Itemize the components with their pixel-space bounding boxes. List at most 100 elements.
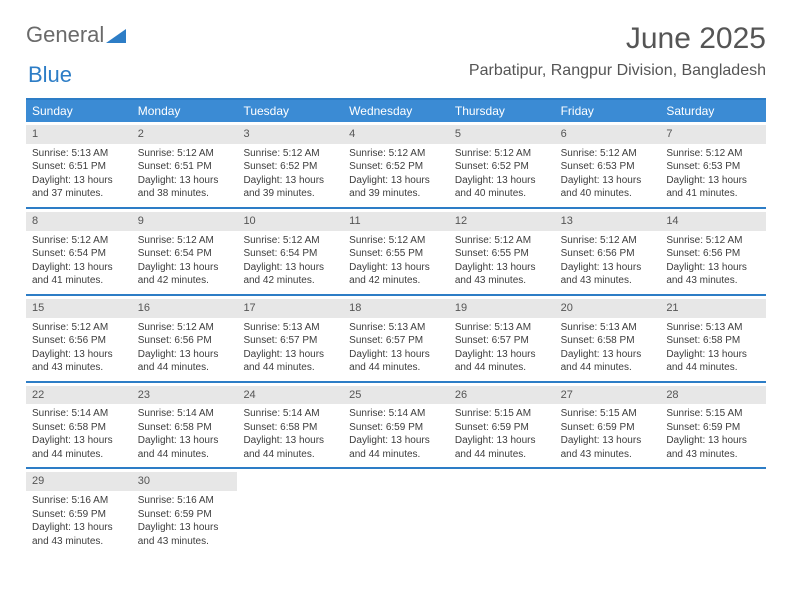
sunset-text: Sunset: 6:53 PM — [666, 160, 760, 174]
sunset-text: Sunset: 6:59 PM — [349, 421, 443, 435]
calendar-day-cell: 30Sunrise: 5:16 AMSunset: 6:59 PMDayligh… — [132, 469, 238, 554]
calendar-empty-cell — [343, 469, 449, 554]
sunset-text: Sunset: 6:54 PM — [32, 247, 126, 261]
day-header-saturday: Saturday — [660, 100, 766, 122]
sunset-text: Sunset: 6:59 PM — [32, 508, 126, 522]
day-header-wednesday: Wednesday — [343, 100, 449, 122]
sunset-text: Sunset: 6:58 PM — [138, 421, 232, 435]
day-number: 2 — [132, 125, 238, 144]
sunset-text: Sunset: 6:56 PM — [666, 247, 760, 261]
day-number: 11 — [343, 212, 449, 231]
day-number: 24 — [237, 386, 343, 405]
sunset-text: Sunset: 6:52 PM — [243, 160, 337, 174]
sunset-text: Sunset: 6:55 PM — [349, 247, 443, 261]
sunset-text: Sunset: 6:56 PM — [32, 334, 126, 348]
day-number: 7 — [660, 125, 766, 144]
calendar-day-cell: 18Sunrise: 5:13 AMSunset: 6:57 PMDayligh… — [343, 296, 449, 381]
sunrise-text: Sunrise: 5:12 AM — [349, 234, 443, 248]
logo-text-b: Blue — [28, 62, 72, 87]
sunrise-text: Sunrise: 5:14 AM — [32, 407, 126, 421]
sunset-text: Sunset: 6:55 PM — [455, 247, 549, 261]
calendar-week-row: 15Sunrise: 5:12 AMSunset: 6:56 PMDayligh… — [26, 296, 766, 383]
day-number: 9 — [132, 212, 238, 231]
sunset-text: Sunset: 6:56 PM — [138, 334, 232, 348]
month-title: June 2025 — [469, 22, 766, 56]
day-number: 23 — [132, 386, 238, 405]
day-number: 25 — [343, 386, 449, 405]
sunset-text: Sunset: 6:59 PM — [666, 421, 760, 435]
daylight-text: Daylight: 13 hours and 42 minutes. — [349, 261, 443, 288]
sunrise-text: Sunrise: 5:13 AM — [243, 321, 337, 335]
daylight-text: Daylight: 13 hours and 41 minutes. — [32, 261, 126, 288]
daylight-text: Daylight: 13 hours and 39 minutes. — [243, 174, 337, 201]
day-number: 6 — [555, 125, 661, 144]
calendar-empty-cell — [237, 469, 343, 554]
calendar-day-cell: 3Sunrise: 5:12 AMSunset: 6:52 PMDaylight… — [237, 122, 343, 207]
day-number: 17 — [237, 299, 343, 318]
sunset-text: Sunset: 6:54 PM — [243, 247, 337, 261]
sunset-text: Sunset: 6:52 PM — [455, 160, 549, 174]
sunrise-text: Sunrise: 5:16 AM — [138, 494, 232, 508]
sunset-text: Sunset: 6:57 PM — [455, 334, 549, 348]
calendar-day-cell: 26Sunrise: 5:15 AMSunset: 6:59 PMDayligh… — [449, 383, 555, 468]
sunrise-text: Sunrise: 5:12 AM — [32, 321, 126, 335]
calendar-day-cell: 24 Sunrise: 5:14 AMSunset: 6:58 PMDayligh… — [237, 383, 343, 468]
daylight-text: Daylight: 13 hours and 43 minutes. — [561, 434, 655, 461]
calendar-day-cell: 11 Sunrise: 5:12 AMSunset: 6:55 PMDayligh… — [343, 209, 449, 294]
daylight-text: Daylight: 13 hours and 37 minutes. — [32, 174, 126, 201]
calendar-day-cell: 21Sunrise: 5:13 AMSunset: 6:58 PMDayligh… — [660, 296, 766, 381]
calendar-day-cell: 7Sunrise: 5:12 AMSunset: 6:53 PMDaylight… — [660, 122, 766, 207]
sunset-text: Sunset: 6:51 PM — [138, 160, 232, 174]
calendar-day-cell: 12Sunrise: 5:12 AMSunset: 6:55 PMDayligh… — [449, 209, 555, 294]
calendar-header-row: SundayMondayTuesdayWednesdayThursdayFrid… — [26, 100, 766, 122]
day-number: 15 — [26, 299, 132, 318]
sunrise-text: Sunrise: 5:13 AM — [349, 321, 443, 335]
sunrise-text: Sunrise: 5:14 AM — [138, 407, 232, 421]
day-number: 22 — [26, 386, 132, 405]
day-header-sunday: Sunday — [26, 100, 132, 122]
sunset-text: Sunset: 6:59 PM — [455, 421, 549, 435]
calendar-day-cell: 28Sunrise: 5:15 AMSunset: 6:59 PMDayligh… — [660, 383, 766, 468]
daylight-text: Daylight: 13 hours and 40 minutes. — [455, 174, 549, 201]
calendar-day-cell: 16Sunrise: 5:12 AMSunset: 6:56 PMDayligh… — [132, 296, 238, 381]
daylight-text: Daylight: 13 hours and 43 minutes. — [455, 261, 549, 288]
calendar-day-cell: 1Sunrise: 5:13 AMSunset: 6:51 PMDaylight… — [26, 122, 132, 207]
sunrise-text: Sunrise: 5:13 AM — [666, 321, 760, 335]
sunset-text: Sunset: 6:59 PM — [138, 508, 232, 522]
calendar-day-cell: 25Sunrise: 5:14 AMSunset: 6:59 PMDayligh… — [343, 383, 449, 468]
day-header-friday: Friday — [555, 100, 661, 122]
sunrise-text: Sunrise: 5:12 AM — [666, 234, 760, 248]
calendar-day-cell: 2Sunrise: 5:12 AMSunset: 6:51 PMDaylight… — [132, 122, 238, 207]
sunrise-text: Sunrise: 5:12 AM — [455, 147, 549, 161]
day-number: 30 — [132, 472, 238, 491]
calendar-day-cell: 15Sunrise: 5:12 AMSunset: 6:56 PMDayligh… — [26, 296, 132, 381]
sunset-text: Sunset: 6:56 PM — [561, 247, 655, 261]
day-header-tuesday: Tuesday — [237, 100, 343, 122]
sunrise-text: Sunrise: 5:12 AM — [243, 234, 337, 248]
calendar-empty-cell — [555, 469, 661, 554]
daylight-text: Daylight: 13 hours and 42 minutes. — [243, 261, 337, 288]
daylight-text: Daylight: 13 hours and 43 minutes. — [666, 261, 760, 288]
calendar-day-cell: 10Sunrise: 5:12 AMSunset: 6:54 PMDayligh… — [237, 209, 343, 294]
day-number: 20 — [555, 299, 661, 318]
day-header-monday: Monday — [132, 100, 238, 122]
sunset-text: Sunset: 6:58 PM — [243, 421, 337, 435]
sunset-text: Sunset: 6:58 PM — [561, 334, 655, 348]
day-number: 8 — [26, 212, 132, 231]
calendar-day-cell: 8Sunrise: 5:12 AMSunset: 6:54 PMDaylight… — [26, 209, 132, 294]
sunrise-text: Sunrise: 5:12 AM — [138, 147, 232, 161]
day-number: 26 — [449, 386, 555, 405]
daylight-text: Daylight: 13 hours and 44 minutes. — [243, 348, 337, 375]
daylight-text: Daylight: 13 hours and 44 minutes. — [243, 434, 337, 461]
day-number: 19 — [449, 299, 555, 318]
logo-text-a: General — [26, 22, 104, 48]
calendar-week-row: 8Sunrise: 5:12 AMSunset: 6:54 PMDaylight… — [26, 209, 766, 296]
logo: General — [26, 22, 126, 48]
daylight-text: Daylight: 13 hours and 43 minutes. — [666, 434, 760, 461]
daylight-text: Daylight: 13 hours and 43 minutes. — [561, 261, 655, 288]
sunrise-text: Sunrise: 5:14 AM — [243, 407, 337, 421]
sunset-text: Sunset: 6:53 PM — [561, 160, 655, 174]
sunrise-text: Sunrise: 5:16 AM — [32, 494, 126, 508]
sunrise-text: Sunrise: 5:12 AM — [138, 321, 232, 335]
day-number: 14 — [660, 212, 766, 231]
